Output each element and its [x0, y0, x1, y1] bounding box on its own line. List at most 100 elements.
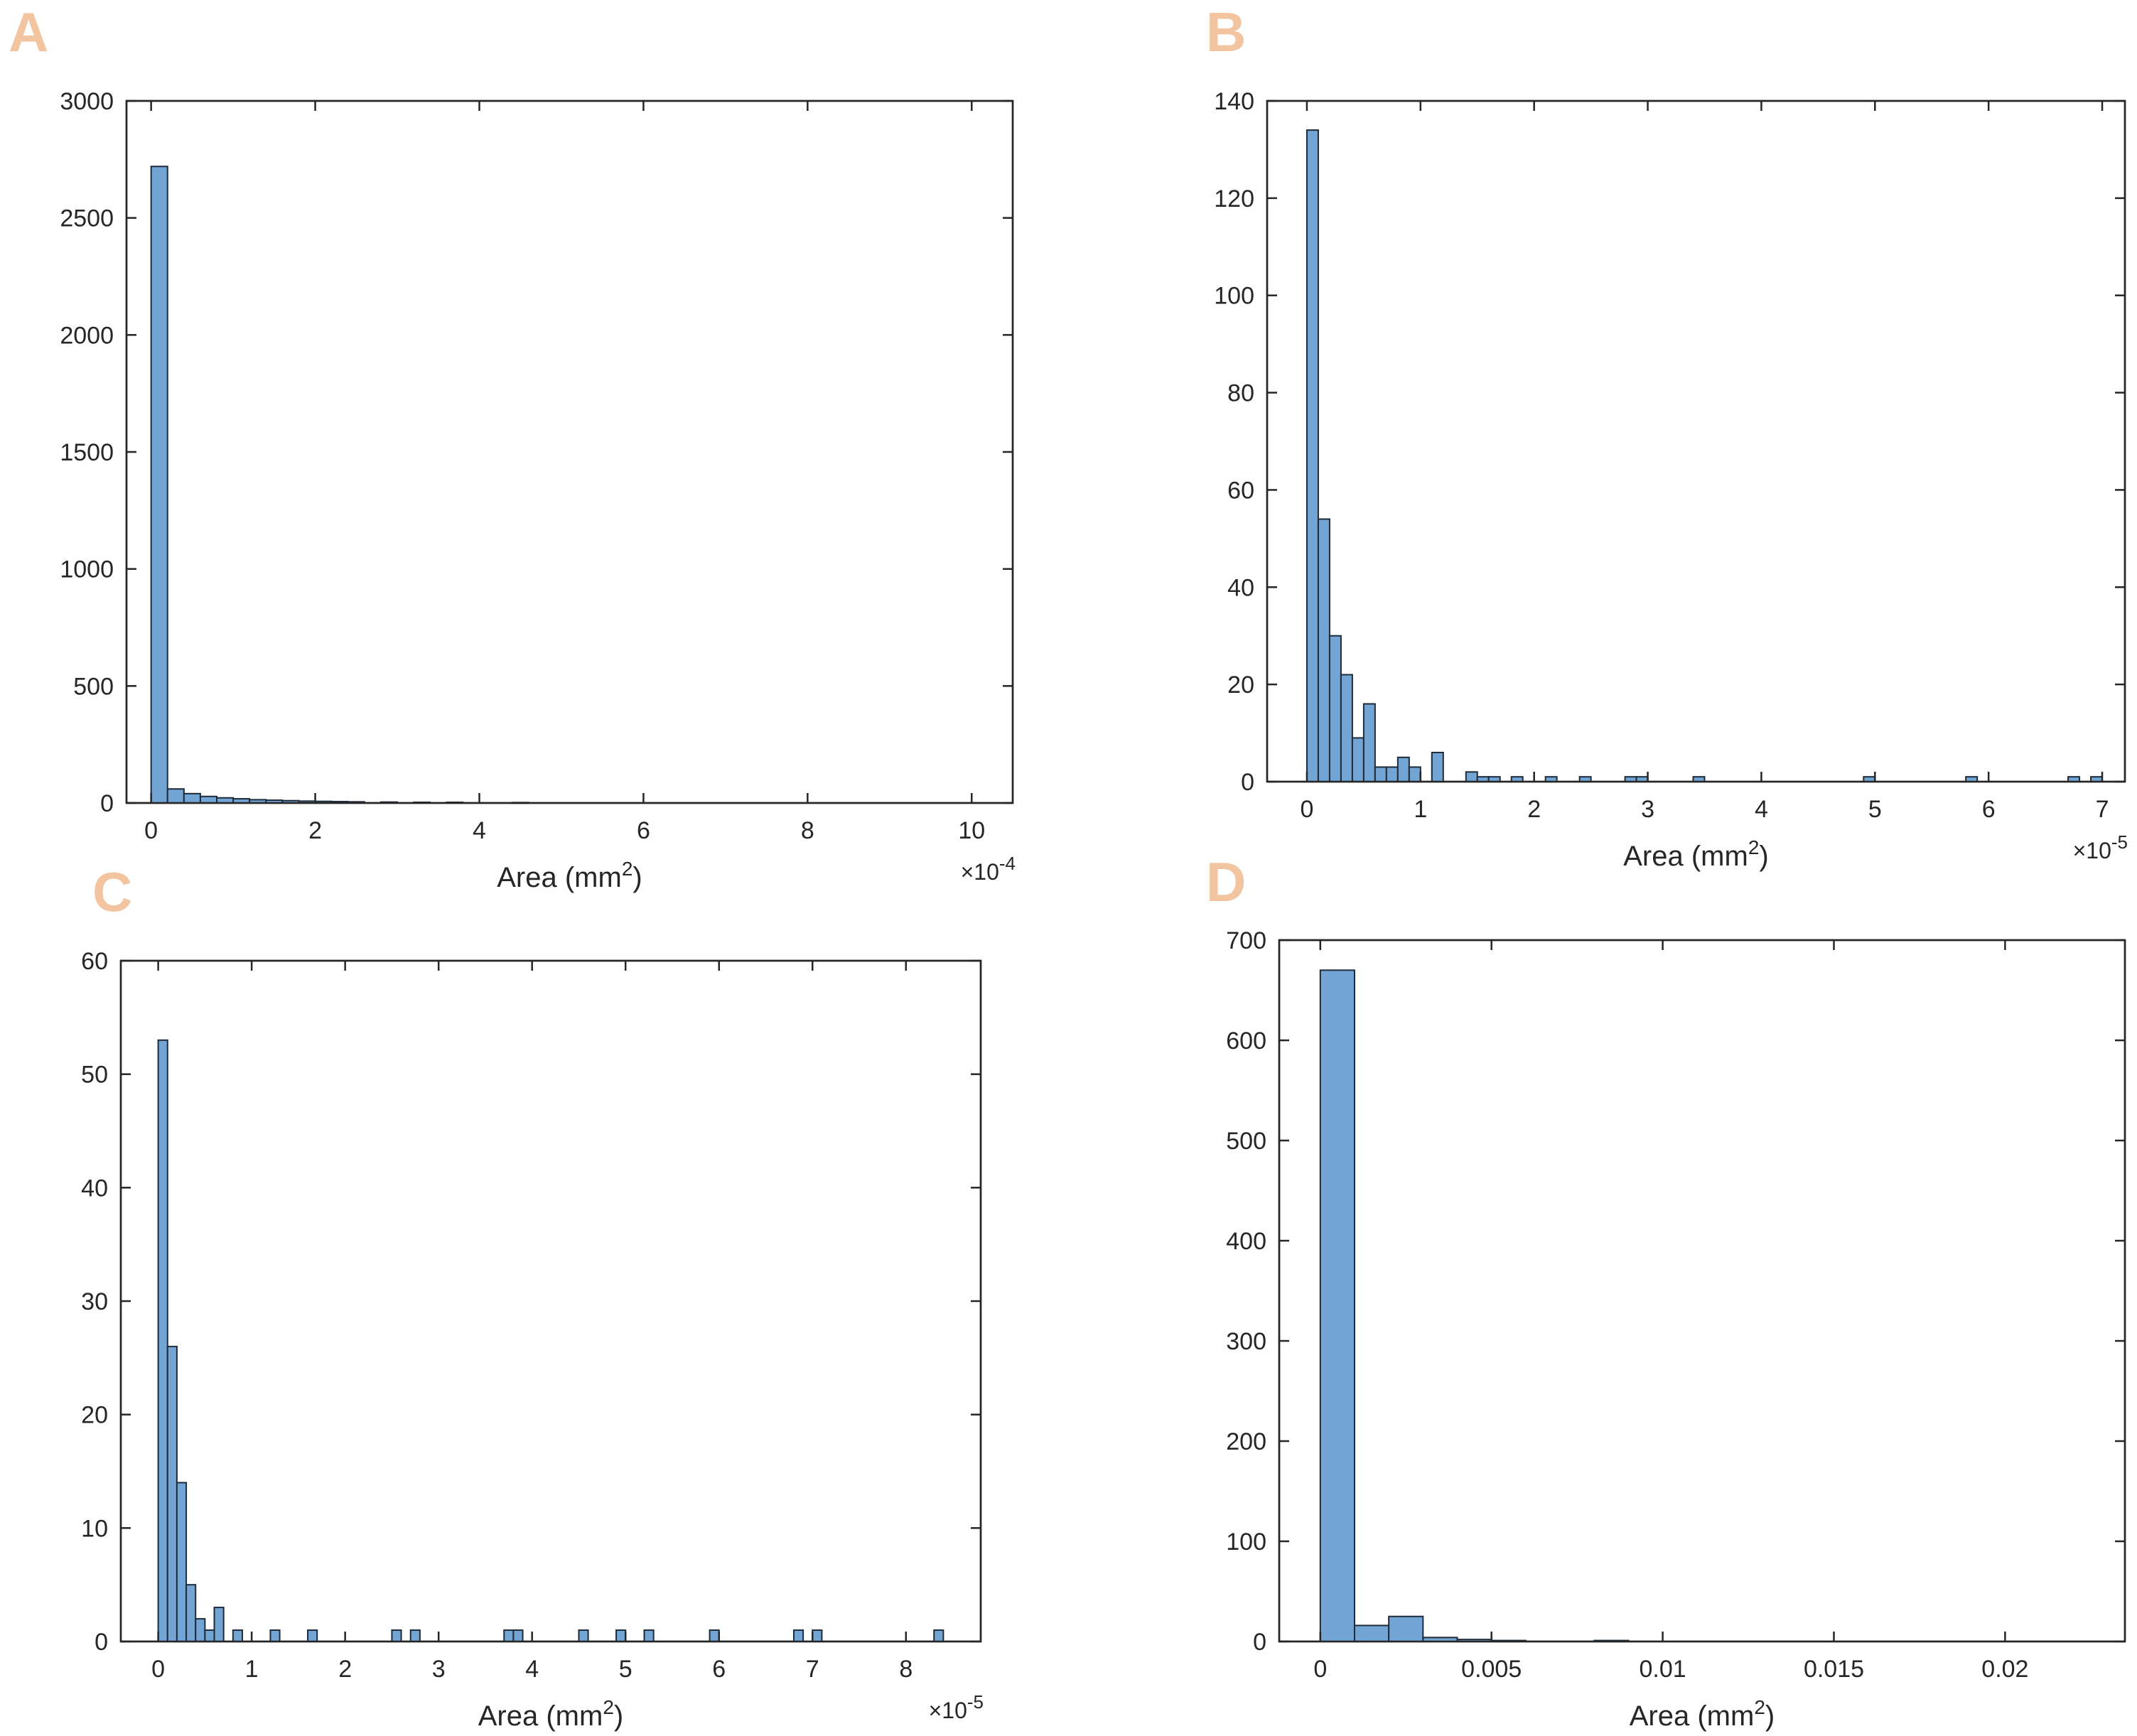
x-tick-label: 10 — [958, 817, 985, 844]
axes-frame — [1266, 99, 2126, 783]
histogram-bar — [166, 788, 185, 804]
y-tick-label: 300 — [1226, 1328, 1266, 1355]
histogram-bar — [1362, 703, 1376, 782]
y-tick-label: 0 — [1241, 769, 1254, 796]
y-tick-label: 60 — [81, 948, 108, 975]
histogram-bar — [578, 1629, 589, 1643]
x-axis-label-text: Area (mm — [1630, 1700, 1755, 1732]
x-tick-label: 8 — [899, 1656, 913, 1683]
axes-box — [125, 99, 1014, 804]
x-axis-label-superscript: 2 — [603, 1696, 614, 1718]
y-tick-label: 0 — [95, 1629, 108, 1656]
x-tick-label: 7 — [2096, 796, 2109, 823]
x-axis-label-superscript: 2 — [622, 858, 633, 880]
x-exponent-label: ×10-5 — [929, 1691, 984, 1723]
histogram-bar — [512, 1629, 524, 1643]
y-tick-label: 0 — [100, 790, 114, 817]
panel-letter: B — [1206, 1, 1246, 63]
x-tick-label: 0.02 — [1981, 1656, 2028, 1683]
y-tick-label: 50 — [81, 1062, 108, 1089]
x-axis-label-close: ) — [633, 862, 642, 893]
axes-box — [119, 959, 982, 1643]
histogram-bar — [199, 795, 218, 804]
x-tick-label: 0 — [144, 817, 158, 844]
y-tick-label: 1500 — [60, 439, 114, 466]
x-exponent-base: ×10 — [2073, 838, 2111, 863]
histogram-bar — [1396, 756, 1410, 783]
x-tick-label: 0.015 — [1804, 1656, 1864, 1683]
y-tick-label: 20 — [81, 1402, 108, 1429]
histogram-bar — [409, 1629, 421, 1643]
histogram-bar — [176, 1482, 188, 1642]
axes-box — [1278, 939, 2126, 1643]
x-exponent-label: ×10-4 — [961, 853, 1016, 885]
histogram-bar — [213, 1607, 225, 1643]
x-axis-label: Area (mm2) — [1623, 836, 1768, 872]
histogram-bar — [185, 1584, 197, 1643]
x-tick-label: 0 — [151, 1656, 165, 1683]
y-tick-label: 200 — [1226, 1428, 1266, 1455]
histogram-bar — [1353, 1624, 1390, 1642]
x-axis-label-superscript: 2 — [1754, 1696, 1765, 1718]
x-axis-label: Area (mm2) — [478, 1696, 623, 1732]
y-tick-label: 1000 — [60, 556, 114, 583]
y-tick-label: 2500 — [60, 205, 114, 232]
x-tick-label: 8 — [801, 817, 814, 844]
histogram-bar — [195, 1618, 206, 1642]
x-tick-label: 4 — [525, 1656, 539, 1683]
histogram-bar — [1340, 674, 1353, 783]
histogram-bar — [166, 1345, 178, 1643]
y-tick-label: 3000 — [60, 88, 114, 115]
histogram-bar — [204, 1629, 215, 1643]
histogram-bar — [183, 792, 201, 804]
panel-letter: D — [1206, 851, 1246, 913]
x-axis-label: Area (mm2) — [497, 858, 642, 893]
y-tick-label: 40 — [81, 1175, 108, 1202]
x-axis-label-text: Area (mm — [1623, 841, 1748, 872]
histogram-bar — [1328, 635, 1342, 783]
histogram-bar — [1385, 766, 1399, 783]
x-axis-label-close: ) — [614, 1700, 623, 1732]
x-exponent-power: -5 — [2111, 831, 2128, 853]
axes-box — [1266, 99, 2126, 783]
histogram-bar — [643, 1629, 655, 1643]
y-tick-label: 2000 — [60, 322, 114, 349]
y-tick-label: 10 — [81, 1515, 108, 1542]
x-axis-label-close: ) — [1765, 1700, 1775, 1732]
x-axis-label-superscript: 2 — [1748, 836, 1760, 858]
histogram-bar — [150, 166, 168, 804]
histogram-bar — [269, 1629, 281, 1643]
histogram-bar — [812, 1629, 823, 1643]
x-exponent-power: -5 — [967, 1691, 984, 1713]
y-tick-label: 700 — [1226, 927, 1266, 954]
y-tick-label: 500 — [1226, 1128, 1266, 1155]
x-axis-label-text: Area (mm — [478, 1700, 603, 1732]
x-tick-label: 2 — [308, 817, 322, 844]
x-tick-label: 1 — [1414, 796, 1427, 823]
x-axis-label: Area (mm2) — [1630, 1696, 1775, 1732]
y-tick-label: 0 — [1253, 1629, 1266, 1656]
histogram-bar — [1351, 737, 1364, 783]
histogram-bar — [709, 1629, 720, 1643]
x-tick-label: 4 — [1755, 796, 1768, 823]
panel-a: A 0 2 4 6 8 10 0 500 1000 1500 2000 2500 3000 Area (mm… — [9, 1, 1016, 893]
x-tick-label: 1 — [245, 1656, 259, 1683]
y-tick-label: 100 — [1226, 1529, 1266, 1556]
x-tick-label: 0.005 — [1461, 1656, 1522, 1683]
x-tick-label: 6 — [712, 1656, 726, 1683]
x-tick-label: 6 — [1982, 796, 1996, 823]
y-tick-label: 400 — [1226, 1228, 1266, 1255]
histogram-bar — [1319, 969, 1355, 1643]
y-tick-label: 60 — [1227, 477, 1254, 504]
x-axis-label-text: Area (mm — [497, 862, 622, 893]
axes-frame — [1278, 939, 2126, 1643]
histogram-bar — [391, 1629, 402, 1643]
x-tick-label: 4 — [473, 817, 486, 844]
x-tick-label: 2 — [1527, 796, 1541, 823]
histogram-bar — [157, 1039, 168, 1643]
x-tick-label: 7 — [806, 1656, 819, 1683]
x-tick-label: 5 — [619, 1656, 633, 1683]
x-axis-label-close: ) — [1759, 841, 1768, 872]
